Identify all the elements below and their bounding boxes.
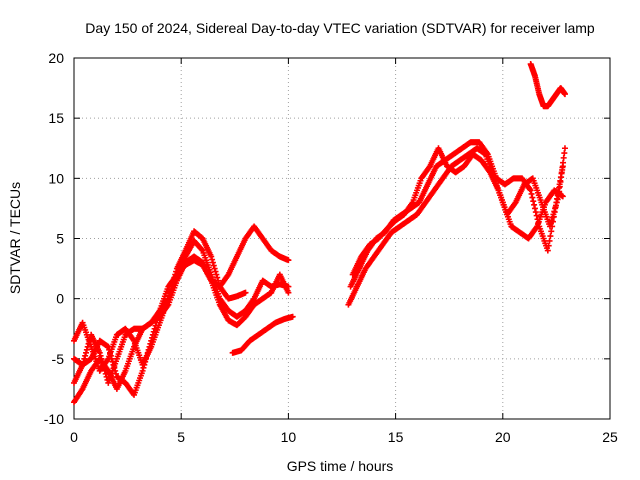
data-point	[527, 187, 534, 194]
data-point	[548, 217, 555, 224]
data-point	[532, 209, 539, 216]
series-track-4	[71, 223, 292, 406]
data-point	[139, 367, 146, 374]
data-point	[96, 349, 103, 356]
data-point	[552, 202, 559, 209]
data-point	[531, 205, 538, 212]
data-point	[110, 361, 117, 368]
data-point	[529, 194, 536, 201]
data-point	[106, 346, 113, 353]
data-point	[148, 337, 155, 344]
data-point	[144, 349, 151, 356]
data-point	[551, 208, 558, 215]
data-point	[242, 289, 249, 296]
data-point	[546, 223, 553, 230]
data-point	[111, 364, 118, 371]
data-point	[544, 247, 551, 254]
data-point	[142, 358, 149, 365]
x-tick-label: 10	[281, 429, 297, 445]
data-point	[145, 346, 152, 353]
data-point	[213, 271, 220, 278]
data-point	[143, 352, 150, 359]
data-point	[211, 265, 218, 272]
data-point	[547, 220, 554, 227]
data-point	[143, 355, 150, 362]
y-axis-label: SDTVAR / TECUs	[7, 182, 23, 294]
data-point	[82, 352, 89, 359]
data-point	[554, 196, 561, 203]
data-point	[107, 352, 114, 359]
data-point	[149, 331, 156, 338]
grid	[74, 58, 610, 419]
data-point	[150, 328, 157, 335]
x-tick-label: 5	[177, 429, 185, 445]
data-point	[531, 201, 538, 208]
data-point	[534, 216, 541, 223]
data-point	[285, 257, 292, 264]
data-point	[547, 233, 554, 240]
data-point	[210, 262, 217, 269]
data-point	[530, 198, 537, 205]
data-point	[549, 214, 556, 221]
x-axis-label: GPS time / hours	[287, 458, 394, 474]
data-point	[112, 367, 119, 374]
data-point	[552, 205, 559, 212]
data-point	[561, 91, 568, 98]
data-point	[147, 340, 154, 347]
data-point	[214, 274, 221, 281]
x-tick-label: 15	[388, 429, 404, 445]
data-point	[198, 246, 205, 253]
chart-title: Day 150 of 2024, Sidereal Day-to-day VTE…	[85, 20, 595, 36]
y-tick-label: 0	[56, 291, 64, 307]
data-point	[209, 259, 216, 266]
data-point	[548, 228, 555, 235]
y-tick-label: 5	[56, 231, 64, 247]
data-point	[289, 313, 296, 320]
data-point	[152, 322, 159, 329]
series-track-5	[229, 313, 296, 356]
x-tick-label: 25	[602, 429, 618, 445]
data-point	[108, 355, 115, 362]
data-point	[146, 343, 153, 350]
x-tick-label: 20	[495, 429, 511, 445]
data-point	[83, 349, 90, 356]
data-point	[535, 219, 542, 226]
data-point	[113, 370, 120, 377]
data-point	[553, 199, 560, 206]
axis-ticks: 0 5 10 15 20 25 -10 -5 0 5 10 15 20	[44, 50, 618, 445]
data-point	[141, 361, 148, 368]
data-point	[561, 145, 568, 152]
data-point	[533, 212, 540, 219]
y-tick-label: 15	[48, 110, 64, 126]
data-point	[528, 190, 535, 197]
data-point	[550, 211, 557, 218]
data-point	[208, 253, 215, 260]
data-point	[151, 325, 158, 332]
data-point	[212, 268, 219, 275]
data-point	[83, 346, 90, 353]
x-tick-label: 0	[70, 429, 78, 445]
data-point	[285, 289, 292, 296]
y-tick-label: -5	[52, 351, 65, 367]
data-point	[105, 343, 112, 350]
y-tick-label: 10	[48, 170, 64, 186]
data-point	[107, 349, 114, 356]
data-point	[109, 358, 116, 365]
data-point	[209, 256, 216, 263]
y-tick-label: 20	[48, 50, 64, 66]
data-point	[149, 334, 156, 341]
data-points	[71, 61, 568, 406]
series-track-9	[527, 61, 568, 110]
data-point	[546, 237, 553, 244]
series-track-8	[349, 145, 568, 278]
data-point	[140, 364, 147, 371]
data-point	[545, 242, 552, 249]
y-tick-label: -10	[44, 411, 64, 427]
